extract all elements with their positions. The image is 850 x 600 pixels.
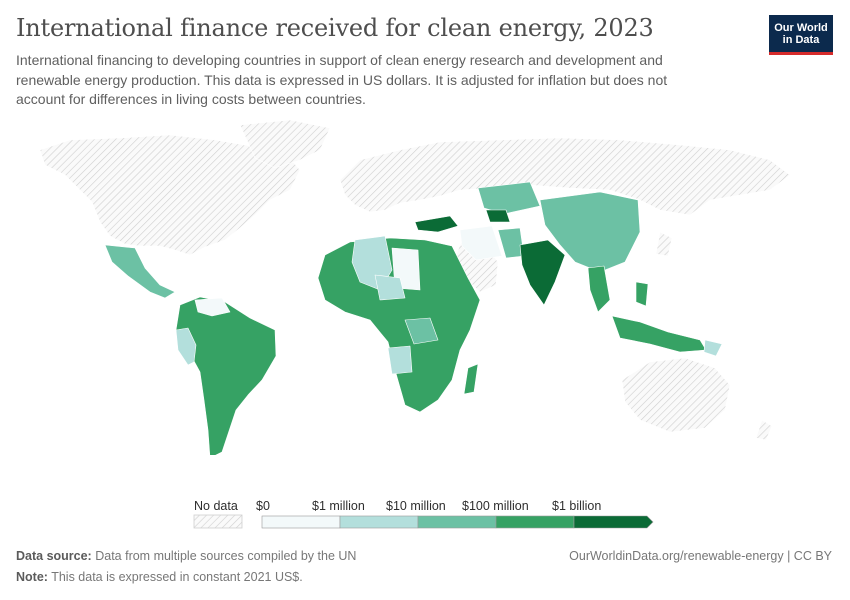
region-afghanistan-pakistan[interactable]: [497, 227, 525, 259]
legend-bin-label-3: $100 million: [462, 499, 529, 513]
legend-bin-swatch-0: [261, 515, 341, 529]
region-peru[interactable]: [175, 327, 197, 366]
logo-line-2: in Data: [782, 33, 820, 46]
region-mexico[interactable]: [104, 244, 176, 299]
legend-bin-label-0: $0: [256, 499, 270, 513]
region-china[interactable]: [539, 191, 641, 273]
region-japan[interactable]: [655, 231, 673, 257]
chart-subtitle: International financing to developing co…: [16, 52, 668, 107]
legend-bin-label-1: $1 million: [312, 499, 365, 513]
note-label: Note:: [16, 570, 48, 584]
legend-bin-swatch-1: [339, 515, 419, 529]
region-uzbekistan[interactable]: [485, 209, 511, 223]
source-text: Data from multiple sources compiled by t…: [95, 549, 357, 563]
region-papua-new-guinea[interactable]: [703, 339, 723, 357]
legend-bin-label-4: $1 billion: [552, 499, 602, 513]
region-central-asia[interactable]: [477, 181, 541, 215]
footer-source: Data source: Data from multiple sources …: [16, 549, 356, 563]
region-central-africa[interactable]: [404, 317, 439, 345]
footer-note: Note: This data is expressed in constant…: [16, 570, 303, 584]
region-niger[interactable]: [374, 274, 406, 301]
note-text: This data is expressed in constant 2021 …: [51, 570, 303, 584]
footer-url-link[interactable]: OurWorldinData.org/renewable-energy | CC…: [569, 549, 832, 563]
region-europe-russia[interactable]: [339, 137, 791, 216]
region-africa[interactable]: [317, 237, 481, 413]
region-new-zealand[interactable]: [755, 419, 773, 441]
logo-line-1: Our World: [774, 21, 828, 34]
region-india[interactable]: [519, 239, 566, 306]
legend-bin-swatch-4: [573, 515, 654, 529]
region-north-america[interactable]: [39, 134, 301, 256]
region-turkey[interactable]: [414, 215, 459, 233]
region-australia[interactable]: [621, 357, 731, 433]
legend-bin-swatch-3: [495, 515, 575, 529]
region-venezuela[interactable]: [194, 297, 231, 317]
region-indonesia[interactable]: [611, 315, 707, 353]
region-iran[interactable]: [459, 225, 503, 261]
legend-no-data-label: No data: [194, 499, 238, 513]
region-philippines[interactable]: [635, 281, 649, 307]
region-greenland[interactable]: [239, 120, 331, 169]
source-label: Data source:: [16, 549, 92, 563]
region-madagascar[interactable]: [463, 363, 479, 395]
region-angola[interactable]: [387, 345, 413, 375]
legend-bin-swatch-2: [417, 515, 497, 529]
owid-logo[interactable]: Our World in Data: [769, 15, 833, 55]
region-south-america[interactable]: [175, 296, 277, 455]
legend-no-data-swatch: [193, 514, 243, 529]
legend-bin-label-2: $10 million: [386, 499, 446, 513]
world-map[interactable]: [0, 120, 850, 455]
region-southeast-asia[interactable]: [587, 265, 611, 313]
chart-title: International finance received for clean…: [16, 14, 654, 42]
